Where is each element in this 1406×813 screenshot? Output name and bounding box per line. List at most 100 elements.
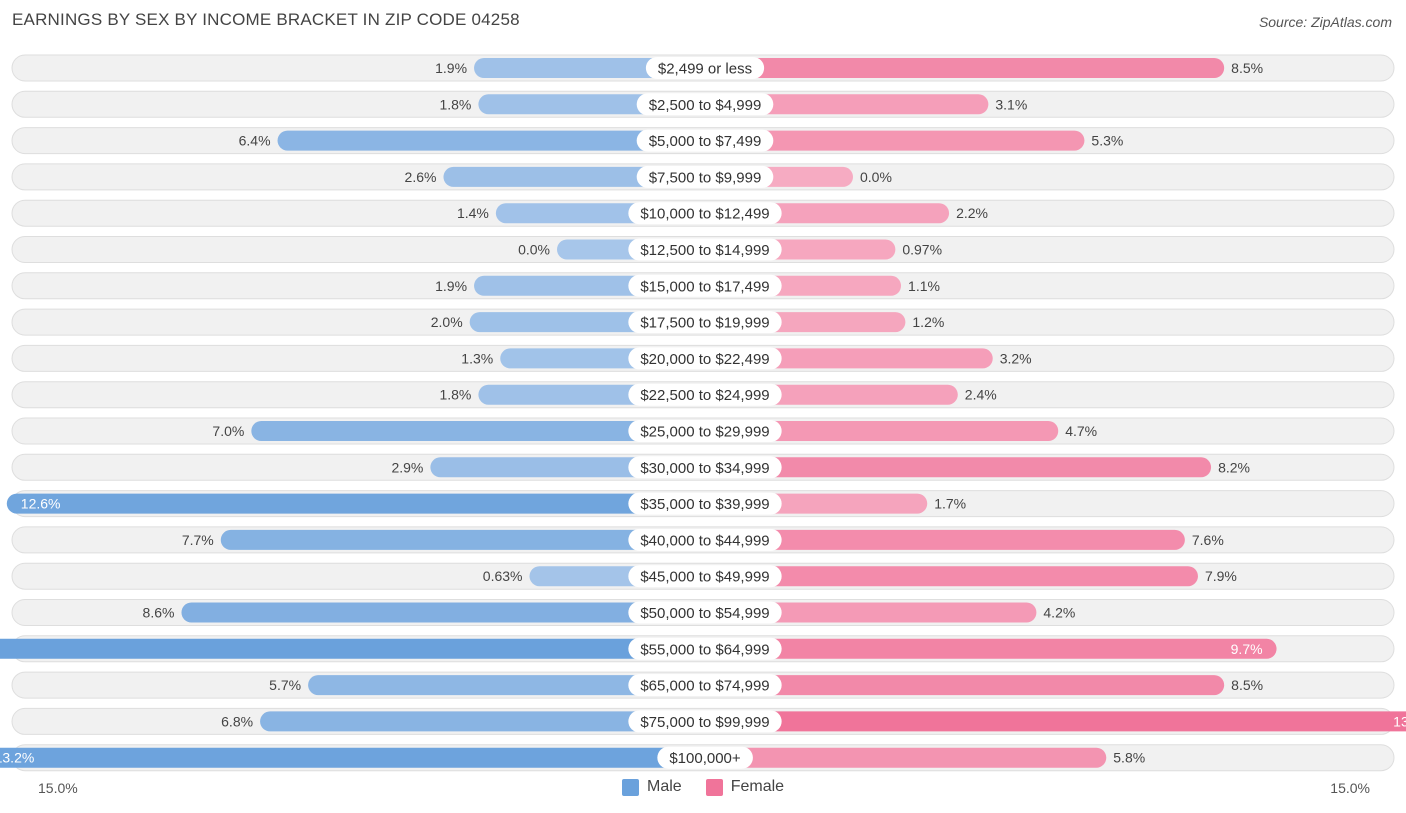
legend-item-male[interactable]: Male [622,778,682,796]
bar-male [0,638,705,659]
bar-male [6,493,706,514]
value-label-male: 2.6% [405,169,437,185]
bar-female [705,747,1107,768]
category-label: $35,000 to $39,999 [640,496,769,513]
legend-item-female[interactable]: Female [705,778,785,796]
value-label-female: 1.2% [912,314,944,330]
value-label-male: 7.0% [212,423,244,439]
chart-plot: $2,499 or less 1.9% 8.5% $2,500 to $4,999 1.… [0,54,1406,772]
value-label-male: 1.4% [457,205,489,221]
bar-female [705,94,989,115]
category-label: $5,000 to $7,499 [649,133,762,150]
category-label: $20,000 to $22,499 [640,351,769,368]
category-label-pill [628,637,782,660]
bar-female [705,58,1225,78]
value-label-male: 1.8% [439,96,471,112]
category-label-pill [657,746,753,769]
category-label-pill [628,238,782,261]
category-label: $2,499 or less [658,61,752,78]
category-label-pill [628,202,782,225]
value-label-female: 8.5% [1231,677,1263,693]
value-label-female: 1.7% [934,496,966,512]
category-label: $25,000 to $29,999 [640,424,769,441]
category-label-pill [628,420,782,442]
bar-male [181,602,705,623]
bar-female [705,711,1406,732]
axis-left-label: 15.0% [38,780,78,796]
category-label: $12,500 to $14,999 [640,242,769,259]
bar-female [705,566,1198,587]
value-label-male: 1.3% [461,350,493,366]
value-label-female: 9.7% [1231,641,1263,657]
category-label-pill [628,311,782,334]
bar-female [705,130,1085,151]
category-label-pill [628,674,782,697]
category-label-pill [628,528,782,551]
value-label-male: 0.0% [518,242,550,258]
category-label-pill [628,601,782,624]
bar-female [705,457,1212,478]
value-label-female: 4.2% [1043,605,1075,621]
value-label-female: 7.9% [1205,568,1237,584]
value-label-male: 1.9% [435,60,467,76]
bar-male [220,529,705,550]
chart-source: Source: ZipAtlas.com [1258,14,1392,30]
category-label-pill [645,57,765,79]
bar-female [705,602,1037,623]
legend: Male Female [622,778,784,796]
bar-male [308,675,705,696]
value-label-male: 13.2% [0,750,34,766]
category-label-pill [628,347,782,370]
value-label-female: 0.97% [902,242,942,258]
value-label-female: 5.3% [1091,133,1123,149]
value-label-male: 5.7% [269,677,301,693]
category-label: $10,000 to $12,499 [640,206,769,223]
bar-male [0,747,705,768]
value-label-female: 5.8% [1113,750,1145,766]
category-label-pill [628,565,782,588]
category-label: $22,500 to $24,999 [640,387,769,404]
value-label-female: 2.2% [956,205,988,221]
category-label: $55,000 to $64,999 [640,641,769,658]
value-label-male: 1.9% [435,278,467,294]
value-label-male: 6.8% [221,713,253,729]
category-label: $50,000 to $54,999 [640,605,769,622]
category-label-pill [628,383,782,406]
value-label-female: 8.2% [1218,459,1250,475]
category-label-pill [628,274,782,297]
value-label-female: 3.2% [1000,350,1032,366]
category-label: $30,000 to $34,999 [640,460,769,477]
category-label: $2,500 to $4,999 [649,97,762,114]
category-label: $75,000 to $99,999 [640,714,769,731]
category-label-pill [636,165,774,188]
category-label: $65,000 to $74,999 [640,678,769,695]
value-label-male: 12.6% [21,496,61,512]
bar-female [705,529,1185,550]
value-label-female: 0.0% [860,169,892,185]
category-label-pill [628,492,782,515]
category-label: $7,500 to $9,999 [649,169,762,186]
legend-label-female: Female [730,778,785,795]
bar-female [705,675,1225,696]
value-label-female: 1.1% [908,278,940,294]
bar-male [277,130,705,151]
category-label-pill [628,456,782,479]
category-label-pill [636,93,774,116]
legend-swatch-female [705,778,723,796]
value-label-male: 7.7% [182,532,214,548]
value-label-female: 13.6% [1393,713,1406,729]
value-label-male: 8.6% [143,605,175,621]
value-label-female: 2.4% [965,387,997,403]
value-label-male: 0.63% [483,568,523,584]
value-label-female: 3.1% [995,96,1027,112]
axis-right-label: 15.0% [1330,780,1370,796]
value-label-male: 2.0% [431,314,463,330]
bar-female [705,638,1277,659]
value-label-male: 6.4% [239,133,271,149]
value-label-female: 8.5% [1231,60,1263,76]
category-label: $45,000 to $49,999 [640,569,769,586]
bar-male [260,711,705,732]
value-label-male: 2.9% [391,459,423,475]
value-label-female: 7.6% [1192,532,1224,548]
